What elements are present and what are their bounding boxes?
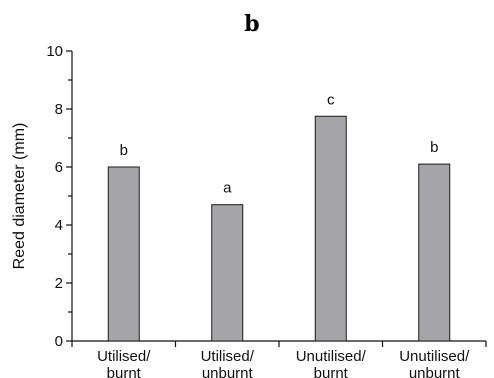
bar bbox=[314, 115, 347, 342]
x-tick-label: Unutilised/ bbox=[399, 348, 470, 365]
significance-labels: b a c b bbox=[120, 91, 439, 196]
x-tick-label: unburnt bbox=[202, 365, 254, 378]
y-tick-label: 0 bbox=[55, 333, 63, 350]
significance-label: b bbox=[120, 142, 128, 159]
x-tick-label: Utilised/ bbox=[97, 348, 151, 365]
y-tick-label: 2 bbox=[55, 275, 63, 292]
x-tick-label: Unutilised/ bbox=[296, 348, 367, 365]
y-axis-ticks: 0 2 4 6 8 10 bbox=[46, 43, 72, 350]
bar bbox=[107, 166, 140, 342]
panel-title: b bbox=[244, 11, 259, 37]
bars bbox=[107, 115, 451, 342]
x-axis-labels: Utilised/burntUtilised/unburntUnutilised… bbox=[97, 348, 470, 378]
y-tick-label: 4 bbox=[55, 217, 63, 234]
bar bbox=[418, 163, 451, 342]
y-tick-label: 8 bbox=[55, 101, 63, 118]
x-tick-label: burnt bbox=[107, 365, 142, 378]
significance-label: a bbox=[223, 180, 232, 197]
y-axis-label: Reed diameter (mm) bbox=[11, 123, 28, 270]
y-tick-label: 6 bbox=[55, 159, 63, 176]
bar bbox=[211, 204, 244, 342]
significance-label: c bbox=[327, 91, 335, 108]
x-tick-label: burnt bbox=[314, 365, 349, 378]
x-tick-label: Utilised/ bbox=[201, 348, 255, 365]
x-tick-label: unburnt bbox=[409, 365, 461, 378]
significance-label: b bbox=[430, 139, 438, 156]
y-tick-label: 10 bbox=[46, 43, 63, 60]
